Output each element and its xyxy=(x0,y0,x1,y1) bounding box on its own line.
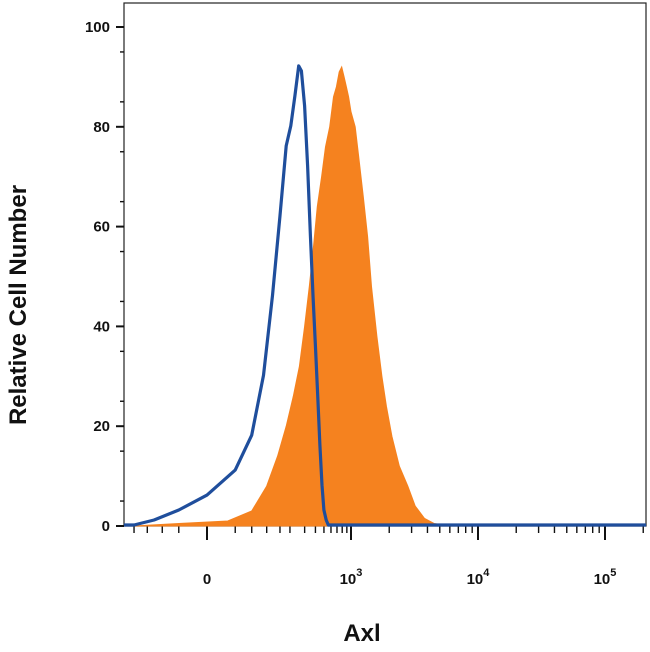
y-tick-label: 40 xyxy=(93,318,110,335)
y-tick-label: 60 xyxy=(93,219,110,236)
x-tick-exponent: 3 xyxy=(356,567,362,579)
y-axis-title: Relative Cell Number xyxy=(5,185,32,425)
x-axis-title: Axl xyxy=(343,620,380,647)
x-tick-exponent: 4 xyxy=(483,567,490,579)
x-tick-exponent: 5 xyxy=(610,567,616,579)
y-tick-label: 0 xyxy=(102,518,110,535)
x-axis: 0 103 104 105 xyxy=(133,526,644,588)
x-tick-label: 103 xyxy=(340,567,363,588)
filled-histogram xyxy=(133,65,450,527)
x-tick-label: 0 xyxy=(203,571,211,588)
outline-histogram xyxy=(124,64,646,527)
y-tick-label: 80 xyxy=(93,119,110,136)
y-tick-label: 100 xyxy=(85,19,110,36)
x-tick-label: 105 xyxy=(594,567,617,588)
x-tick-label: 104 xyxy=(467,567,491,588)
series-layer xyxy=(124,64,646,527)
y-axis: 0 20 40 60 80 100 xyxy=(85,19,124,535)
y-tick-label: 20 xyxy=(93,418,110,435)
